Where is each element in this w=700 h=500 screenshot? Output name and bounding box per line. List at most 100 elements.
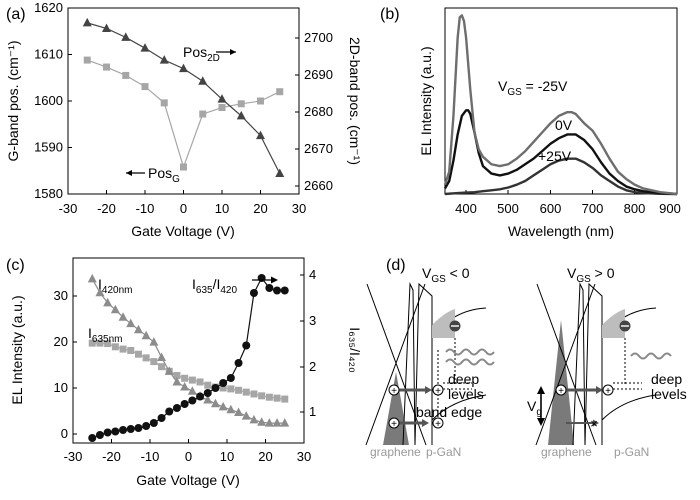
- plus-sign: +: [391, 386, 397, 397]
- data-point-triangle: [133, 324, 143, 334]
- data-point-square: [181, 374, 189, 382]
- graphene-cone-fill: [548, 320, 574, 445]
- data-point-square: [218, 104, 226, 112]
- posg-arrowhead: [126, 170, 132, 176]
- graphene-cone-line: [535, 283, 596, 446]
- band-diagram-negative: VGS < 0 + + +: [365, 265, 495, 459]
- data-point-square: [150, 358, 158, 366]
- panel-b-frame: [444, 7, 678, 195]
- panel-c-y-axis-label: EL Intensity (a.u.): [9, 295, 25, 404]
- hole-icon: [432, 417, 444, 429]
- data-point-square: [141, 83, 149, 91]
- data-point-triangle: [126, 318, 136, 328]
- hole-icon: [602, 384, 614, 396]
- data-point-square: [127, 347, 135, 354]
- data-point-triangle: [257, 417, 267, 426]
- band-edge-label: band edge: [416, 404, 482, 420]
- conduction-shade: [432, 309, 455, 338]
- series-line: [92, 277, 285, 439]
- panel-b-x-ticks: 400 500 600 700 800 900: [455, 201, 681, 216]
- pos2d-annotation: Pos2D: [183, 44, 236, 64]
- data-point-square: [265, 393, 273, 401]
- data-point-triangle: [103, 297, 113, 307]
- data-point-triangle: [121, 32, 131, 41]
- data-point-square: [83, 56, 91, 64]
- data-point-square: [88, 339, 96, 347]
- data-point-circle: [249, 289, 258, 297]
- data-point-triangle: [249, 414, 259, 424]
- pos2d-arrowhead: [230, 49, 236, 55]
- x-tick-label: -20: [97, 201, 116, 216]
- graphene-label: graphene: [541, 445, 592, 459]
- pos2d-label: Pos2D: [183, 44, 220, 64]
- series-line: [443, 14, 678, 196]
- data-point-triangle: [87, 273, 97, 283]
- valence-band: [431, 394, 487, 421]
- x-tick-label: 500: [497, 201, 519, 216]
- y2-tick-label: 3: [309, 313, 316, 328]
- data-point-square: [158, 363, 166, 371]
- data-point-triangle: [226, 404, 236, 414]
- panel-a-label: (a): [6, 6, 26, 23]
- data-point-circle: [88, 434, 97, 442]
- deep-levels-label: deep levels: [448, 371, 484, 402]
- graphene-label: graphene: [370, 445, 421, 459]
- data-point-square: [219, 384, 227, 392]
- i420-label: I420nm: [98, 276, 132, 296]
- data-point-circle: [103, 428, 112, 437]
- data-point-square: [235, 386, 243, 394]
- data-point-triangle: [217, 94, 227, 103]
- data-point-circle: [257, 274, 266, 282]
- barrier: [414, 282, 433, 446]
- x-tick-label: -10: [136, 201, 155, 216]
- panel-b-y-axis-label: EL Intensity (a.u.): [418, 46, 434, 155]
- x-tick-label: -10: [141, 449, 160, 464]
- data-point-square: [134, 350, 142, 358]
- barrier: [572, 282, 586, 446]
- data-point-circle: [111, 427, 120, 436]
- arrowhead: [593, 419, 599, 427]
- panel-d: (d) VGS < 0 + +: [365, 257, 687, 459]
- y2-tick-label: 2670: [304, 141, 333, 156]
- hole-icon: [555, 384, 567, 396]
- data-point-triangle: [187, 386, 197, 395]
- data-point-triangle: [118, 312, 128, 321]
- data-point-triangle: [159, 55, 169, 64]
- vg-arrowhead: [537, 418, 545, 426]
- data-point-triangle: [241, 411, 251, 420]
- data-point-square: [122, 71, 130, 79]
- y-tick-label: 1620: [34, 0, 63, 15]
- hole-icon: [388, 417, 400, 429]
- data-point-square: [119, 345, 127, 353]
- barrier: [402, 282, 416, 446]
- data-point-circle: [188, 396, 197, 405]
- panel-c: (c) -30 -20 -10 0 10 20 30 0 10 20 30 1 …: [6, 257, 363, 488]
- data-point-square: [104, 340, 112, 348]
- data-point-circle: [203, 389, 212, 397]
- panel-c-plot: [72, 273, 305, 443]
- data-point-square: [204, 381, 212, 389]
- data-point-triangle: [82, 17, 92, 27]
- y2-tick-label: 2700: [304, 30, 333, 45]
- data-point-square: [103, 63, 110, 71]
- x-tick-label: 10: [220, 449, 234, 464]
- arrowhead: [425, 386, 432, 394]
- graphene-cone-line: [365, 283, 426, 446]
- y2-tick-label: 1: [309, 404, 316, 419]
- data-point-square: [142, 354, 150, 362]
- data-point-circle: [280, 286, 289, 295]
- x-tick-label: 30: [297, 449, 311, 464]
- y2-tick-label: 4: [309, 267, 316, 282]
- y2-tick-label: 2660: [304, 178, 333, 193]
- panel-c-x-ticks: -30 -20 -10 0 10 20 30: [64, 449, 312, 464]
- y-tick-label: 1610: [34, 47, 63, 62]
- x-tick-label: 900: [659, 201, 681, 216]
- photon-wave-icon: [445, 348, 495, 356]
- data-point-circle: [157, 414, 166, 422]
- data-point-square: [250, 390, 258, 398]
- data-point-circle: [119, 426, 128, 434]
- data-point-square: [258, 392, 266, 400]
- panel-a-y2-axis-label: 2D-band pos. (cm⁻¹): [347, 37, 363, 165]
- data-point-circle: [234, 359, 243, 367]
- plus-sign: +: [558, 386, 564, 397]
